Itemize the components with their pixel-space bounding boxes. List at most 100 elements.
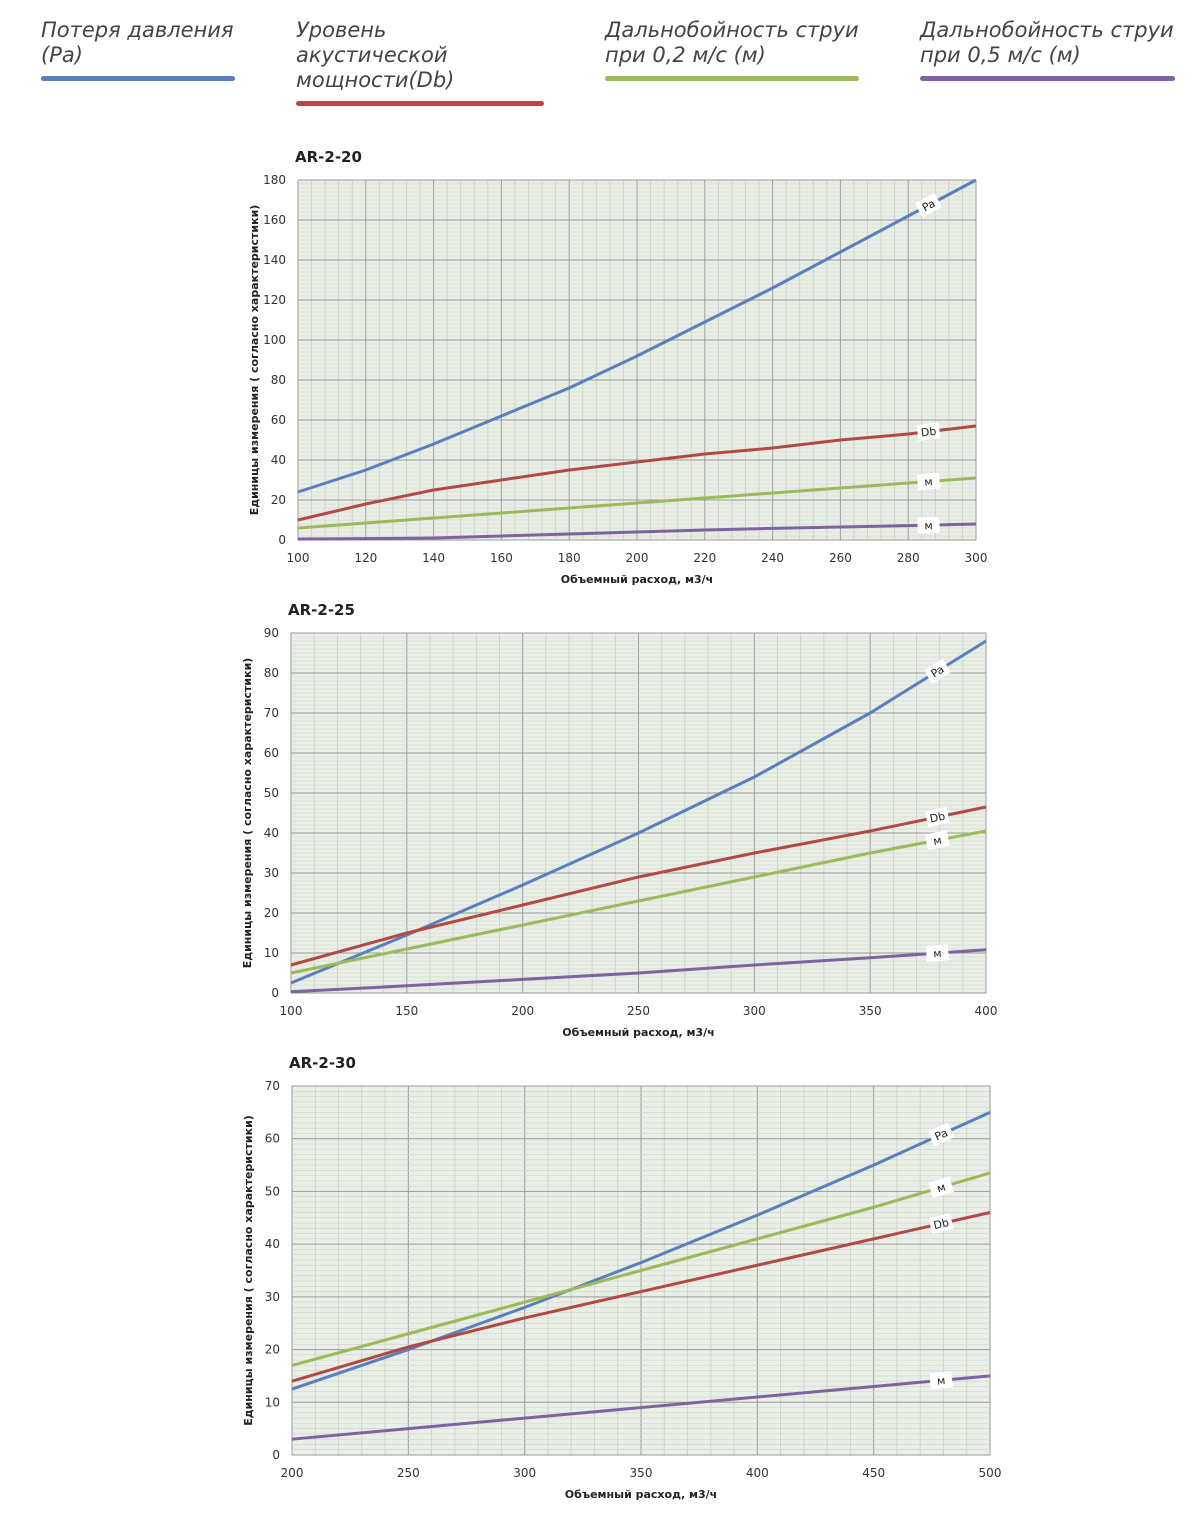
series-label-bg — [928, 1176, 954, 1199]
series-label-bg — [923, 658, 951, 684]
y-axis-label: Единицы измерения ( согласно характерист… — [248, 205, 261, 516]
x-tick-label: 200 — [281, 1466, 304, 1480]
x-tick-label: 160 — [490, 551, 513, 565]
y-tick-label: 60 — [265, 1132, 280, 1146]
x-tick-label: 260 — [829, 551, 852, 565]
x-tick-label: 300 — [743, 1004, 766, 1018]
series-label-bg — [927, 1122, 955, 1147]
x-tick-label: 500 — [979, 1466, 1002, 1480]
legend-swatch — [41, 76, 235, 81]
legend-m05: Дальнобойность струи при 0,5 м/с (м) — [920, 18, 1175, 81]
legend-label: Дальнобойность струи при 0,5 м/с (м) — [920, 18, 1174, 67]
x-axis-label: Объемный расход, м3/ч — [565, 1488, 717, 1501]
y-tick-label: 30 — [264, 866, 279, 880]
legend-swatch — [296, 101, 544, 106]
series-label: Db — [929, 810, 947, 826]
series-line-м — [291, 1171, 991, 1367]
series-line-Pa — [291, 1110, 991, 1391]
series-line-м — [297, 476, 977, 530]
y-tick-label: 80 — [271, 373, 286, 387]
x-tick-label: 400 — [975, 1004, 998, 1018]
y-tick-label: 20 — [264, 906, 279, 920]
chart-title: AR-2-20 — [295, 148, 362, 166]
legend-label: Уровень акустической мощности(Db) — [296, 18, 455, 92]
series-label: м — [932, 834, 943, 848]
y-tick-label: 0 — [272, 1448, 280, 1462]
x-tick-label: 180 — [558, 551, 581, 565]
legend-pa: Потеря давления (Pa) — [41, 18, 235, 81]
series-label-bg — [928, 1213, 954, 1234]
chart-title: AR-2-30 — [289, 1054, 356, 1072]
y-tick-label: 70 — [264, 706, 279, 720]
x-tick-label: 250 — [397, 1466, 420, 1480]
y-tick-label: 50 — [264, 786, 279, 800]
y-tick-label: 20 — [271, 493, 286, 507]
y-tick-label: 80 — [264, 666, 279, 680]
series-line-м — [297, 522, 977, 541]
series-line-м — [291, 1374, 991, 1441]
y-tick-label: 30 — [265, 1290, 280, 1304]
series-label: Pa — [920, 197, 937, 215]
y-tick-label: 70 — [265, 1079, 280, 1093]
y-tick-label: 140 — [263, 253, 286, 267]
x-tick-label: 100 — [280, 1004, 303, 1018]
y-tick-label: 60 — [264, 746, 279, 760]
x-tick-label: 450 — [862, 1466, 885, 1480]
series-label: Db — [932, 1216, 950, 1232]
series-label-bg — [917, 516, 940, 534]
y-tick-label: 20 — [265, 1343, 280, 1357]
y-axis-label: Единицы измерения ( согласно характерист… — [241, 658, 254, 969]
series-label: м — [933, 947, 942, 961]
series-line-Db — [290, 805, 987, 967]
series-label: м — [936, 1374, 945, 1388]
chart-title: AR-2-25 — [288, 601, 355, 619]
series-label-bg — [915, 192, 943, 218]
series-line-м — [290, 948, 987, 994]
legend-swatch — [605, 76, 859, 81]
series-label-bg — [916, 472, 941, 491]
x-tick-label: 140 — [422, 551, 445, 565]
y-tick-label: 0 — [278, 533, 286, 547]
x-tick-label: 280 — [897, 551, 920, 565]
series-line-Db — [297, 424, 977, 522]
y-axis-label: Единицы измерения ( согласно характерист… — [242, 1115, 255, 1426]
y-tick-label: 160 — [263, 213, 286, 227]
x-tick-label: 200 — [626, 551, 649, 565]
x-tick-label: 350 — [630, 1466, 653, 1480]
x-tick-label: 300 — [965, 551, 988, 565]
x-tick-label: 200 — [511, 1004, 534, 1018]
y-tick-label: 40 — [264, 826, 279, 840]
y-tick-label: 100 — [263, 333, 286, 347]
series-label: Db — [920, 425, 937, 440]
series-label-bg — [924, 807, 950, 828]
legend-label: Потеря давления (Pa) — [41, 18, 234, 67]
x-tick-label: 120 — [354, 551, 377, 565]
x-tick-label: 220 — [693, 551, 716, 565]
legend-label: Дальнобойность струи при 0,2 м/с (м) — [605, 18, 859, 67]
x-tick-label: 240 — [761, 551, 784, 565]
y-tick-label: 90 — [264, 626, 279, 640]
y-tick-label: 10 — [265, 1395, 280, 1409]
series-label: м — [924, 519, 933, 532]
y-tick-label: 0 — [271, 986, 279, 1000]
series-label-bg — [916, 422, 941, 441]
series-line-Db — [291, 1211, 991, 1383]
x-tick-label: 150 — [395, 1004, 418, 1018]
x-tick-label: 350 — [859, 1004, 882, 1018]
legend-db: Уровень акустической мощности(Db) — [296, 18, 544, 106]
y-tick-label: 180 — [263, 173, 286, 187]
series-label: м — [935, 1180, 947, 1195]
series-line-Pa — [297, 178, 977, 494]
series-label-bg — [929, 1371, 953, 1390]
series-label: м — [924, 475, 933, 489]
series-label-bg — [925, 944, 949, 962]
series-label: Pa — [929, 663, 947, 681]
y-tick-label: 50 — [265, 1184, 280, 1198]
y-tick-label: 10 — [264, 946, 279, 960]
series-line-Pa — [290, 639, 987, 985]
x-axis-label: Объемный расход, м3/ч — [561, 573, 713, 586]
x-tick-label: 300 — [513, 1466, 536, 1480]
series-label: Pa — [933, 1126, 950, 1143]
y-tick-label: 120 — [263, 293, 286, 307]
